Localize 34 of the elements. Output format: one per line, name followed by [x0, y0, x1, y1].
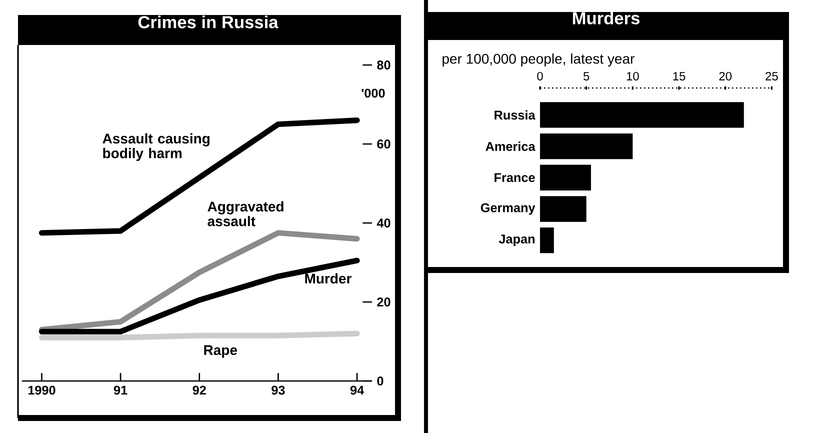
- bar: [540, 164, 591, 190]
- x-tick-label: 94: [350, 386, 364, 395]
- y-tick-label: 80: [377, 60, 390, 70]
- y-tick-label: 60: [377, 140, 390, 148]
- series-label: Rape: [204, 345, 237, 358]
- chart-subtitle: per 100,000 people, latest year: [442, 53, 634, 67]
- y-tick-label: Russia: [494, 110, 536, 120]
- x-tick-label: 10: [626, 72, 639, 80]
- chart-title: Murders: [572, 12, 640, 24]
- x-tick-label: 0: [537, 72, 543, 80]
- y-axis-title: '000: [362, 88, 385, 98]
- y-tick-label: Japan: [498, 234, 535, 246]
- y-tick-label: 0: [377, 376, 384, 386]
- y-tick-label: 40: [376, 218, 390, 228]
- bar: [540, 133, 633, 160]
- x-tick-label: 15: [673, 72, 686, 80]
- y-tick-label: 20: [377, 298, 390, 306]
- bar: [540, 102, 744, 128]
- x-tick-label: 25: [766, 72, 778, 80]
- y-tick-label: Germany: [480, 203, 536, 215]
- x-tick-label: 5: [583, 72, 590, 80]
- y-tick-label: America: [486, 142, 536, 151]
- x-tick-label: 93: [272, 386, 285, 395]
- y-tick-label: France: [494, 173, 535, 182]
- x-tick-label: 20: [719, 72, 732, 80]
- series-label: Assault causing bodily harm: [102, 133, 210, 161]
- x-tick-label: 92: [192, 386, 206, 395]
- bar: [540, 196, 586, 222]
- x-tick-label: 1990: [28, 386, 56, 395]
- series-label: Aggravated assault: [208, 201, 284, 226]
- chart-title: Crimes in Russia: [138, 16, 278, 28]
- series-label: Murder: [305, 273, 352, 284]
- bar: [540, 227, 554, 254]
- x-tick-label: 91: [114, 386, 128, 395]
